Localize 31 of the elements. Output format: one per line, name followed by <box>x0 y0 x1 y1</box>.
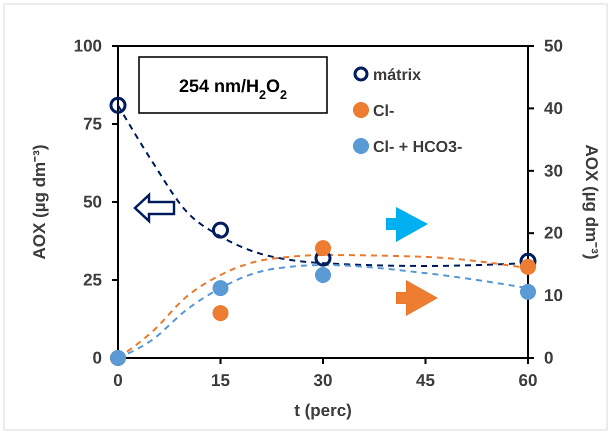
y2-tick-label: 40 <box>544 98 563 118</box>
legend-label: Cl- <box>373 103 394 120</box>
x-tick-label: 15 <box>211 371 230 390</box>
x-tick-label: 0 <box>113 371 123 390</box>
point <box>315 240 331 256</box>
x-axis-title: t (perc) <box>294 401 352 420</box>
point <box>212 305 228 322</box>
y-tick-label: 100 <box>74 36 102 56</box>
y2-tick-label: 10 <box>544 286 563 306</box>
y2-tick-label: 20 <box>544 224 563 243</box>
y-tick-label: 50 <box>83 192 102 212</box>
y2-tick-label: 30 <box>544 161 563 180</box>
y-tick-label: 25 <box>83 270 102 290</box>
x-tick-label: 60 <box>518 371 538 390</box>
point <box>212 280 228 296</box>
annotation: 254 nm/H$_{2}$O$_{2}$ <box>178 76 288 102</box>
point <box>212 222 229 239</box>
legend-label: mátrix <box>373 67 422 84</box>
x-tick-label: 45 <box>416 371 435 390</box>
point <box>315 267 331 284</box>
x-tick-label: 30 <box>314 371 332 390</box>
y2-axis-title: AOX (µg dm⁻³) <box>582 144 601 260</box>
y-tick-label: 0 <box>92 348 102 368</box>
y-tick-label: 75 <box>83 114 102 134</box>
point <box>110 96 126 114</box>
point <box>520 258 536 275</box>
legend-label: Cl- + HCO3- <box>373 139 462 156</box>
y-axis-title: AOX (µg dm⁻³) <box>30 144 49 260</box>
y2-tick-label: 50 <box>544 36 563 56</box>
point <box>520 284 536 300</box>
y2-tick-label: 0 <box>544 348 554 368</box>
